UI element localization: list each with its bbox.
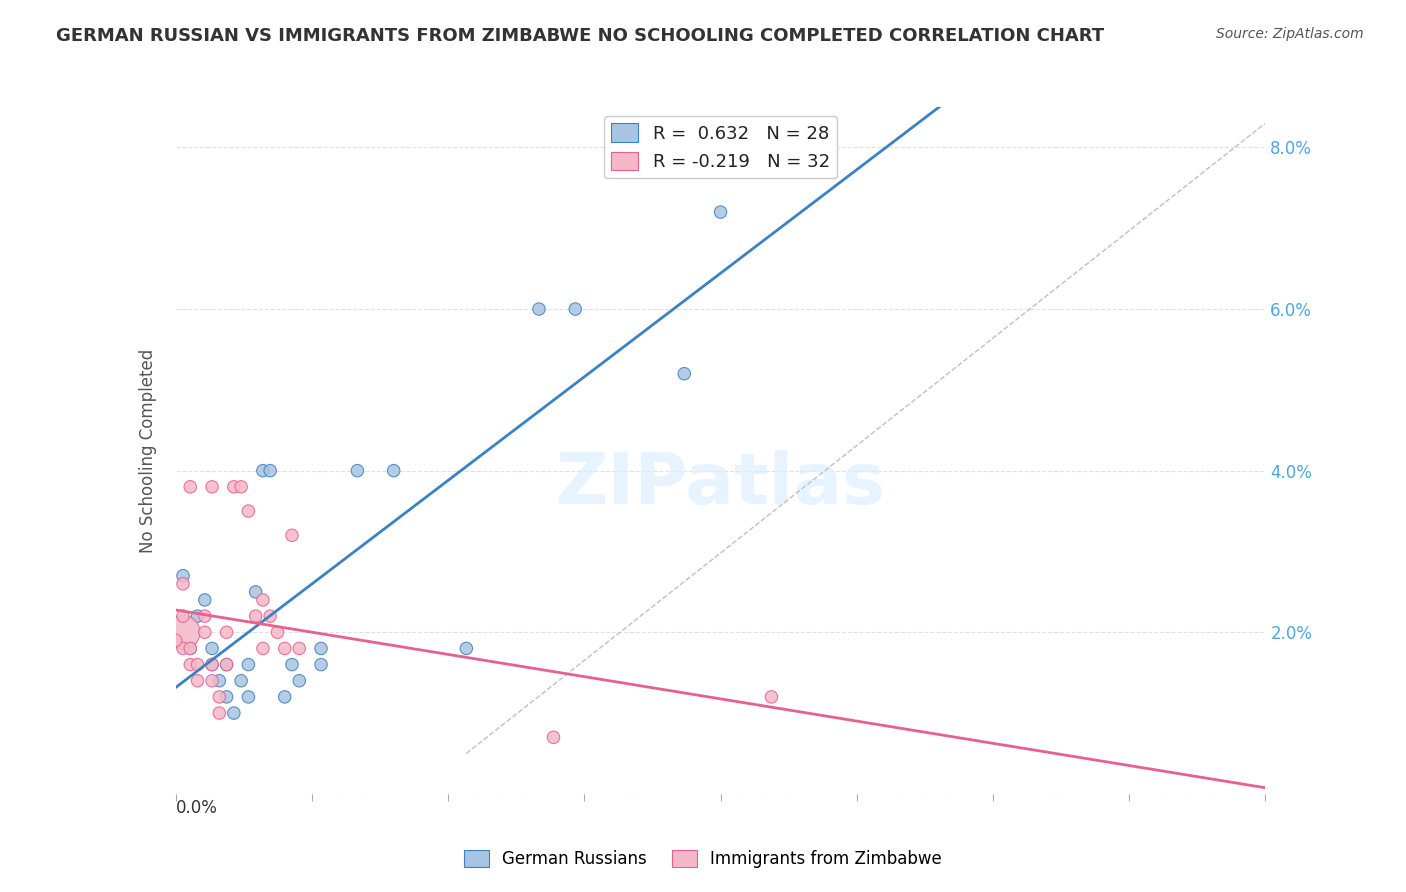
Text: ZIPatlas: ZIPatlas: [555, 450, 886, 519]
Point: [288, 673, 311, 688]
Point: [186, 657, 209, 672]
Point: [172, 641, 194, 656]
Point: [208, 706, 231, 720]
Point: [215, 625, 238, 640]
Point: [208, 690, 231, 704]
Point: [201, 641, 224, 656]
Point: [172, 625, 194, 640]
Point: [201, 673, 224, 688]
Y-axis label: No Schooling Completed: No Schooling Completed: [139, 349, 157, 552]
Point: [215, 690, 238, 704]
Legend: German Russians, Immigrants from Zimbabwe: German Russians, Immigrants from Zimbabw…: [457, 843, 949, 875]
Point: [194, 625, 217, 640]
Point: [231, 673, 253, 688]
Point: [172, 568, 194, 582]
Point: [172, 609, 194, 624]
Point: [194, 609, 217, 624]
Point: [346, 464, 368, 478]
Point: [194, 593, 217, 607]
Text: Source: ZipAtlas.com: Source: ZipAtlas.com: [1216, 27, 1364, 41]
Point: [252, 593, 274, 607]
Point: [564, 301, 586, 316]
Point: [179, 480, 201, 494]
Point: [309, 641, 332, 656]
Text: GERMAN RUSSIAN VS IMMIGRANTS FROM ZIMBABWE NO SCHOOLING COMPLETED CORRELATION CH: GERMAN RUSSIAN VS IMMIGRANTS FROM ZIMBAB…: [56, 27, 1104, 45]
Point: [186, 609, 209, 624]
Point: [281, 657, 304, 672]
Point: [201, 480, 224, 494]
Point: [309, 657, 332, 672]
Point: [245, 585, 267, 599]
Point: [382, 464, 405, 478]
Point: [673, 367, 696, 381]
Point: [245, 609, 267, 624]
Point: [274, 690, 297, 704]
Point: [231, 480, 253, 494]
Point: [543, 731, 565, 745]
Legend: R =  0.632   N = 28, R = -0.219   N = 32: R = 0.632 N = 28, R = -0.219 N = 32: [605, 116, 837, 178]
Point: [710, 205, 733, 219]
Point: [165, 633, 187, 648]
Point: [252, 464, 274, 478]
Point: [222, 706, 245, 720]
Point: [179, 657, 201, 672]
Point: [288, 641, 311, 656]
Point: [281, 528, 304, 542]
Point: [186, 673, 209, 688]
Point: [215, 657, 238, 672]
Point: [238, 504, 260, 518]
Point: [222, 480, 245, 494]
Point: [259, 609, 281, 624]
Point: [266, 625, 288, 640]
Point: [201, 657, 224, 672]
Point: [215, 657, 238, 672]
Point: [238, 690, 260, 704]
Point: [274, 641, 297, 656]
Point: [179, 641, 201, 656]
Point: [259, 464, 281, 478]
Point: [761, 690, 783, 704]
Point: [527, 301, 550, 316]
Point: [201, 657, 224, 672]
Point: [252, 641, 274, 656]
Point: [208, 673, 231, 688]
Text: 0.0%: 0.0%: [176, 799, 218, 817]
Point: [172, 576, 194, 591]
Point: [179, 641, 201, 656]
Point: [238, 657, 260, 672]
Point: [456, 641, 478, 656]
